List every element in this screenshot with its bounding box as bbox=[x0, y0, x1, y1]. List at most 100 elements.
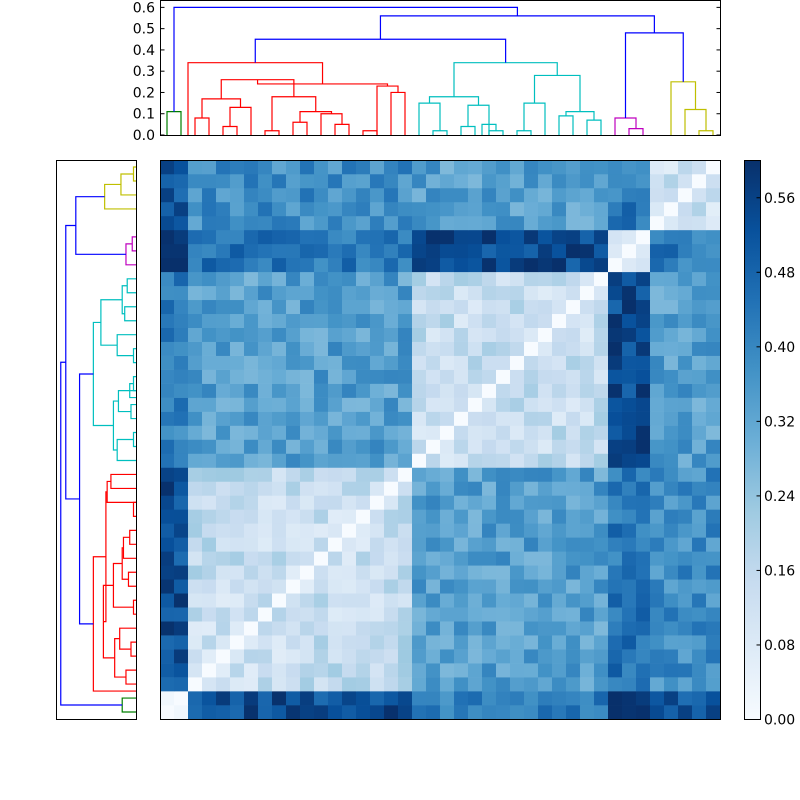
heatmap-cell-33-17 bbox=[398, 243, 413, 259]
heatmap-cell-2-20 bbox=[440, 677, 455, 692]
heatmap-cell-32-16 bbox=[384, 257, 399, 273]
heatmap-cell-34-12 bbox=[328, 229, 343, 245]
heatmap-cell-30-18 bbox=[412, 285, 427, 301]
heatmap-cell-5-16 bbox=[384, 635, 399, 650]
heatmap-cell-31-21 bbox=[454, 271, 469, 287]
heatmap-cell-15-31 bbox=[594, 495, 609, 510]
heatmap-cell-35-3 bbox=[202, 215, 217, 231]
heatmap-cell-29-2 bbox=[188, 299, 203, 315]
heatmap-cell-2-38 bbox=[692, 677, 707, 692]
heatmap-cell-21-22 bbox=[468, 411, 483, 426]
heatmap-cell-8-3 bbox=[202, 593, 217, 608]
heatmap-cell-21-0 bbox=[160, 411, 175, 426]
heatmap-cell-30-35 bbox=[650, 285, 665, 301]
colorbar-tick-label-3: 0.24 bbox=[764, 489, 795, 505]
heatmap-cell-10-39 bbox=[706, 565, 721, 580]
heatmap-cell-27-20 bbox=[440, 327, 455, 342]
heatmap-cell-2-39 bbox=[706, 677, 721, 692]
heatmap-cell-19-11 bbox=[314, 439, 329, 454]
heatmap-cell-5-17 bbox=[398, 635, 413, 650]
heatmap-cell-11-26 bbox=[524, 551, 539, 566]
heatmap-cell-12-2 bbox=[188, 537, 203, 552]
heatmap-cell-38-30 bbox=[580, 173, 595, 189]
heatmap-cell-12-29 bbox=[566, 537, 581, 552]
heatmap-cell-0-38 bbox=[692, 705, 707, 720]
heatmap-cell-27-19 bbox=[426, 327, 441, 342]
heatmap-cell-34-20 bbox=[440, 229, 455, 245]
heatmap-cell-12-38 bbox=[692, 537, 707, 552]
heatmap-cell-9-25 bbox=[510, 579, 525, 594]
heatmap-cell-29-10 bbox=[300, 299, 315, 315]
heatmap-cell-36-27 bbox=[538, 201, 553, 217]
heatmap-cell-4-2 bbox=[188, 649, 203, 664]
heatmap-cell-7-14 bbox=[356, 607, 371, 622]
top-dendrogram-ytick-label-6: 0.6 bbox=[133, 0, 155, 16]
heatmap-cell-10-30 bbox=[580, 565, 595, 580]
heatmap-cell-2-37 bbox=[678, 677, 693, 692]
heatmap-cell-27-10 bbox=[300, 327, 315, 342]
heatmap-cell-18-6 bbox=[244, 453, 259, 468]
heatmap-cell-39-25 bbox=[510, 160, 525, 175]
heatmap-cell-18-34 bbox=[636, 453, 651, 468]
heatmap-cell-30-10 bbox=[300, 285, 315, 301]
heatmap-cell-24-39 bbox=[706, 369, 721, 384]
heatmap-cell-7-17 bbox=[398, 607, 413, 622]
heatmap-cell-1-30 bbox=[580, 691, 595, 706]
heatmap-cell-13-17 bbox=[398, 523, 413, 538]
heatmap-cell-34-13 bbox=[342, 229, 357, 245]
heatmap-cell-2-25 bbox=[510, 677, 525, 692]
heatmap-cell-3-18 bbox=[412, 663, 427, 678]
heatmap-cell-5-24 bbox=[496, 635, 511, 650]
heatmap-cell-28-31 bbox=[594, 313, 609, 328]
heatmap-cell-32-32 bbox=[608, 257, 623, 273]
heatmap-cell-27-26 bbox=[524, 327, 539, 342]
heatmap-cell-16-10 bbox=[300, 481, 315, 496]
heatmap-cell-19-39 bbox=[706, 439, 721, 454]
heatmap-cell-27-15 bbox=[370, 327, 385, 342]
heatmap-cell-1-35 bbox=[650, 691, 665, 706]
heatmap-cell-24-30 bbox=[580, 369, 595, 384]
heatmap-cell-16-17 bbox=[398, 481, 413, 496]
heatmap-cell-28-32 bbox=[608, 313, 623, 328]
heatmap-cell-23-11 bbox=[314, 383, 329, 398]
heatmap-cell-38-6 bbox=[244, 173, 259, 189]
heatmap-cell-8-39 bbox=[706, 593, 721, 608]
heatmap-cell-28-2 bbox=[188, 313, 203, 328]
heatmap-cell-8-5 bbox=[230, 593, 245, 608]
heatmap-cell-19-24 bbox=[496, 439, 511, 454]
heatmap-cell-28-21 bbox=[454, 313, 469, 328]
heatmap-cell-25-2 bbox=[188, 355, 203, 370]
heatmap-cell-17-31 bbox=[594, 467, 609, 482]
heatmap-cell-34-30 bbox=[580, 229, 595, 245]
heatmap-cell-14-14 bbox=[356, 509, 371, 524]
heatmap-cell-22-39 bbox=[706, 397, 721, 412]
heatmap-cell-13-35 bbox=[650, 523, 665, 538]
heatmap-cell-7-19 bbox=[426, 607, 441, 622]
heatmap-cell-24-33 bbox=[622, 369, 637, 384]
heatmap-cell-14-7 bbox=[258, 509, 273, 524]
heatmap-cell-1-15 bbox=[370, 691, 385, 706]
heatmap-cell-25-21 bbox=[454, 355, 469, 370]
heatmap-cell-19-30 bbox=[580, 439, 595, 454]
heatmap-cell-11-4 bbox=[216, 551, 231, 566]
heatmap-cell-10-32 bbox=[608, 565, 623, 580]
heatmap-cell-11-34 bbox=[636, 551, 651, 566]
heatmap-cell-20-39 bbox=[706, 425, 721, 440]
heatmap-cell-14-11 bbox=[314, 509, 329, 524]
heatmap-cell-30-21 bbox=[454, 285, 469, 301]
heatmap-cell-34-29 bbox=[566, 229, 581, 245]
heatmap-cell-16-35 bbox=[650, 481, 665, 496]
heatmap-cell-15-36 bbox=[664, 495, 679, 510]
heatmap-cell-1-2 bbox=[188, 691, 203, 706]
heatmap-cell-8-31 bbox=[594, 593, 609, 608]
heatmap-cell-6-36 bbox=[664, 621, 679, 636]
heatmap-cell-10-18 bbox=[412, 565, 427, 580]
heatmap-cell-23-15 bbox=[370, 383, 385, 398]
heatmap-cell-37-18 bbox=[412, 187, 427, 203]
heatmap-cell-21-26 bbox=[524, 411, 539, 426]
heatmap-cell-15-21 bbox=[454, 495, 469, 510]
heatmap-cell-24-5 bbox=[230, 369, 245, 384]
heatmap-cell-13-37 bbox=[678, 523, 693, 538]
heatmap-cell-27-35 bbox=[650, 327, 665, 342]
heatmap-cell-38-36 bbox=[664, 173, 679, 189]
